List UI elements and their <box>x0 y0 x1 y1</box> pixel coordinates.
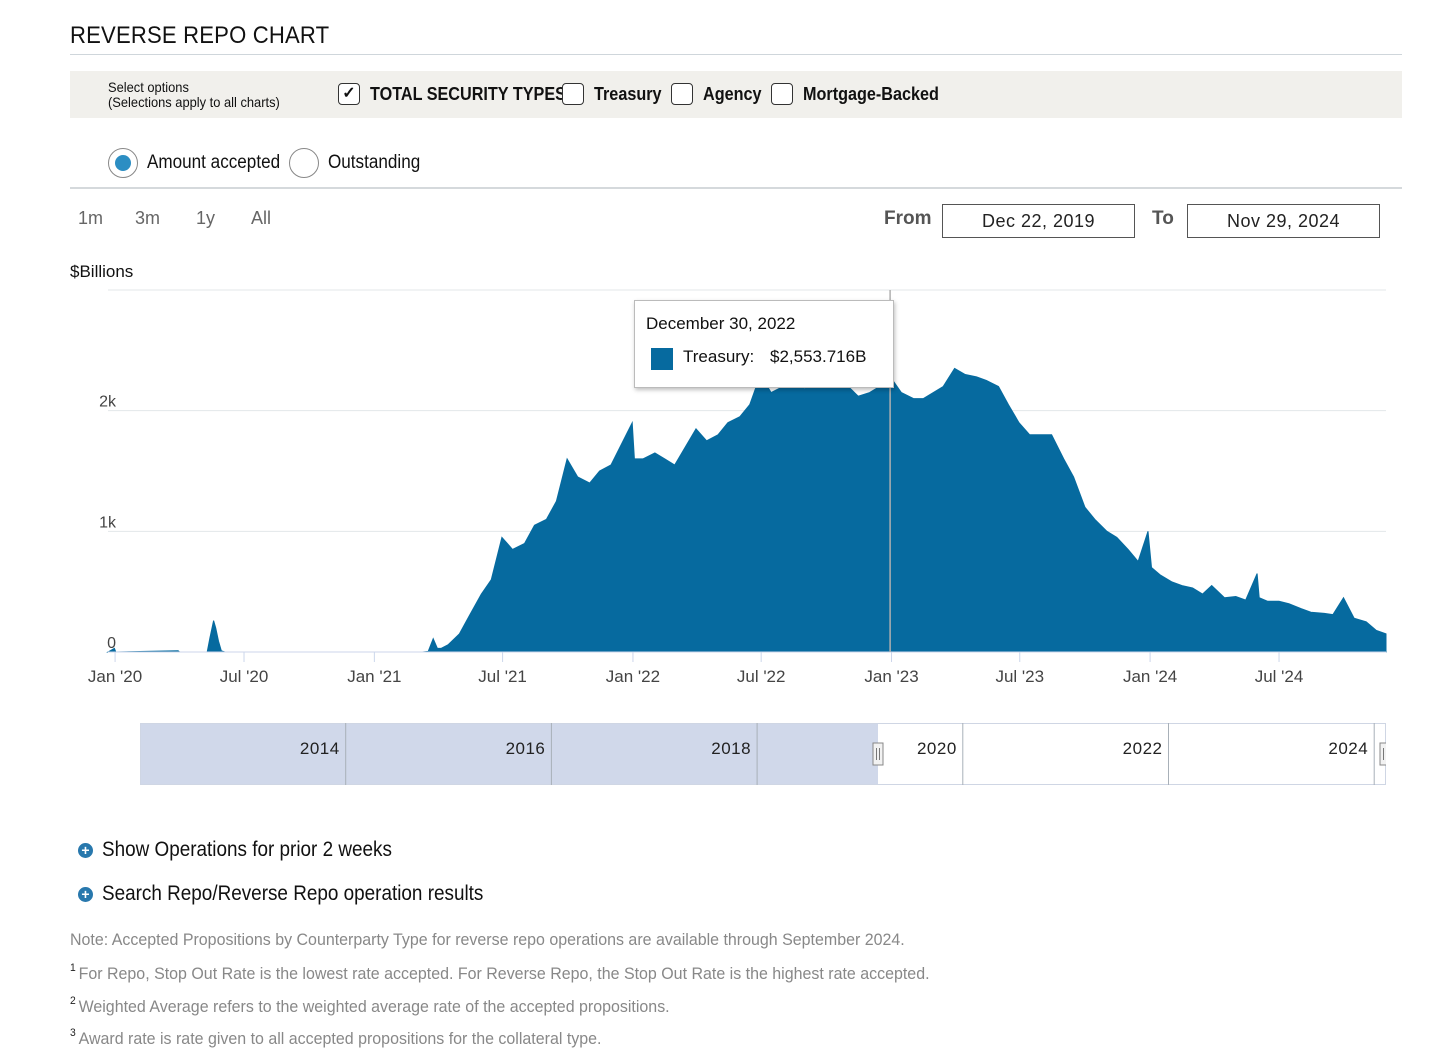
to-date-input[interactable]: Nov 29, 2024 <box>1187 204 1380 238</box>
range-button-3m[interactable]: 3m <box>135 208 161 228</box>
page-title: REVERSE REPO CHART <box>70 22 330 49</box>
from-label: From <box>884 208 932 229</box>
search-operations-link[interactable]: + Search Repo/Reverse Repo operation res… <box>78 882 526 906</box>
section-divider <box>70 187 1402 189</box>
checkbox-mortgage-backed[interactable]: Mortgage-Backed <box>771 80 954 108</box>
tooltip-date: December 30, 2022 <box>646 314 796 333</box>
checkbox-label: Agency <box>703 83 762 104</box>
checkbox-label: Mortgage-Backed <box>803 83 939 104</box>
radio-selected-icon[interactable] <box>108 148 138 178</box>
x-tick-label: Jul '24 <box>1255 667 1304 686</box>
footnote-number: 1 <box>70 962 76 974</box>
x-tick-label: Jul '23 <box>995 667 1044 686</box>
footnote-text: For Repo, Stop Out Rate is the lowest ra… <box>78 964 930 983</box>
navigator-year-label: 2024 <box>1328 739 1368 758</box>
footnote-text: Award rate is rate given to all accepted… <box>78 1029 602 1048</box>
options-label-line2: (Selections apply to all charts) <box>108 94 280 110</box>
y-tick-label: 1k <box>99 514 117 531</box>
options-bar: Select options (Selections apply to all … <box>70 71 1402 118</box>
from-date-input[interactable]: Dec 22, 2019 <box>942 204 1135 238</box>
options-label: Select options (Selections apply to all … <box>108 80 280 110</box>
chart-tooltip: December 30, 2022 Treasury: $2,553.716B <box>634 300 894 388</box>
radio-label: Amount accepted <box>147 152 281 173</box>
x-tick-label: Jan '20 <box>88 667 142 686</box>
x-tick-label: Jan '23 <box>864 667 918 686</box>
checkbox-label: Treasury <box>594 83 662 104</box>
radio-amount-accepted[interactable]: Amount accepted <box>108 148 295 178</box>
plus-circle-icon[interactable]: + <box>78 842 93 858</box>
footnote-3: 3 Award rate is rate given to all accepte… <box>70 1027 601 1049</box>
checkbox-agency[interactable]: Agency <box>671 80 768 108</box>
y-axis-unit-label: $Billions <box>70 262 134 281</box>
x-tick-label: Jan '24 <box>1123 667 1177 686</box>
plus-circle-icon[interactable]: + <box>78 886 93 902</box>
show-operations-label: Show Operations for prior 2 weeks <box>102 838 392 861</box>
footnote-1: 1 For Repo, Stop Out Rate is the lowest r… <box>70 962 930 984</box>
range-button-1y[interactable]: 1y <box>196 208 216 228</box>
x-tick-label: Jul '20 <box>220 667 269 686</box>
navigator-year-label: 2020 <box>917 739 957 758</box>
radio-label: Outstanding <box>328 152 421 173</box>
show-operations-link[interactable]: + Show Operations for prior 2 weeks <box>78 838 424 862</box>
checkbox-box-icon[interactable] <box>771 83 793 105</box>
navigator-year-label: 2016 <box>506 739 546 758</box>
search-operations-label: Search Repo/Reverse Repo operation resul… <box>102 882 484 905</box>
y-tick-label: 2k <box>99 394 117 411</box>
checkmark-icon[interactable]: ✓ <box>338 83 360 105</box>
to-label: To <box>1152 208 1174 229</box>
footnote-number: 2 <box>70 995 76 1007</box>
checkbox-box-icon[interactable] <box>562 83 584 105</box>
note-text: Note: Accepted Propositions by Counterpa… <box>70 930 905 950</box>
footnote-number: 3 <box>70 1027 76 1039</box>
navigator-year-label: 2018 <box>711 739 751 758</box>
footnote-text: Weighted Average refers to the weighted … <box>78 997 670 1016</box>
range-button-1m[interactable]: 1m <box>78 208 104 228</box>
note-text-body: Note: Accepted Propositions by Counterpa… <box>70 930 905 949</box>
radio-empty-icon[interactable] <box>289 148 319 178</box>
navigator-outside-mask <box>140 723 878 785</box>
range-button-all[interactable]: All <box>251 208 272 228</box>
checkbox-total-security-types[interactable]: ✓ TOTAL SECURITY TYPES <box>338 80 588 108</box>
checkbox-label: TOTAL SECURITY TYPES <box>370 83 566 104</box>
title-divider <box>70 54 1402 55</box>
radio-outstanding[interactable]: Outstanding <box>289 148 430 178</box>
navigator-year-label: 2022 <box>1123 739 1163 758</box>
navigator-handle[interactable] <box>872 742 884 766</box>
footnote-2: 2 Weighted Average refers to the weighted… <box>70 995 670 1017</box>
options-label-line1: Select options <box>108 79 189 95</box>
y-tick-label: 0 <box>107 635 116 652</box>
x-tick-label: Jul '22 <box>737 667 786 686</box>
x-tick-label: Jan '21 <box>347 667 401 686</box>
checkbox-box-icon[interactable] <box>671 83 693 105</box>
x-tick-label: Jan '22 <box>606 667 660 686</box>
series-area-treasury <box>106 343 1387 653</box>
range-navigator[interactable]: 2014 2016 2018 2020 2022 2024 <box>140 723 1386 785</box>
tooltip-value: $2,553.716B <box>770 347 867 366</box>
x-tick-label: Jul '21 <box>478 667 527 686</box>
checkbox-treasury[interactable]: Treasury <box>562 80 669 108</box>
tooltip-series-swatch <box>651 348 673 370</box>
navigator-year-label: 2014 <box>300 739 340 758</box>
tooltip-series-name: Treasury: <box>683 347 755 366</box>
